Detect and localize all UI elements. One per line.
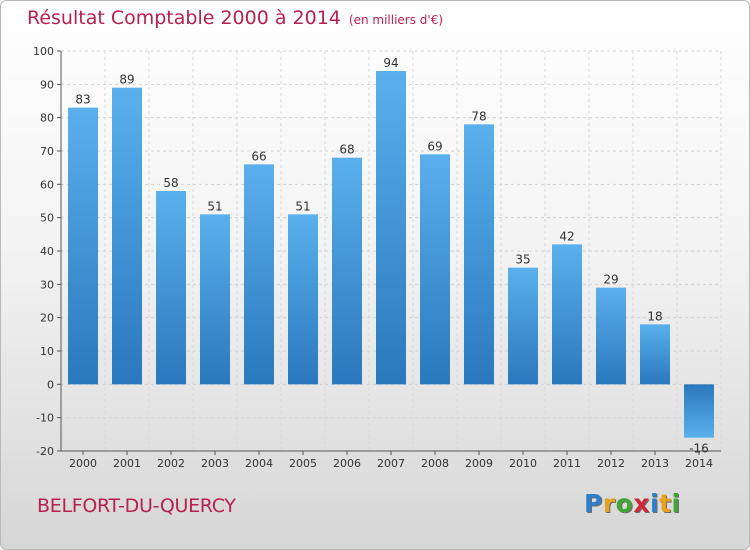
data-label: 66	[251, 149, 266, 163]
logo-letter: i	[650, 489, 660, 518]
x-tick-label: 2008	[421, 457, 449, 470]
bar	[552, 244, 582, 385]
y-tick-label: 80	[40, 112, 54, 125]
y-tick-label: 90	[40, 78, 54, 91]
data-label: 83	[75, 93, 90, 107]
y-tick-label: 20	[40, 312, 54, 325]
data-label: 35	[515, 253, 530, 267]
y-tick-label: -20	[36, 445, 54, 458]
x-tick-label: 2006	[333, 457, 361, 470]
logo-letter: o	[615, 489, 634, 518]
y-tick-label: 60	[40, 178, 54, 191]
y-tick-label: 40	[40, 245, 54, 258]
data-label: 42	[559, 229, 574, 243]
data-label: 58	[163, 176, 178, 190]
bar	[376, 71, 406, 385]
chart-title-text: Résultat Comptable 2000 à 2014	[27, 7, 341, 29]
data-label: 78	[471, 109, 486, 123]
logo-letter: P	[584, 489, 603, 518]
data-label: 94	[383, 56, 398, 70]
x-tick-label: 2002	[157, 457, 185, 470]
labels: -20 -10 0 10 20 30 40 50 60 70 80 90 100 83 2000 89 2001…	[33, 45, 713, 470]
y-tick-label: 10	[40, 345, 54, 358]
data-label: 51	[207, 199, 222, 213]
x-tick-label: 2001	[113, 457, 141, 470]
y-tick-label: 0	[47, 378, 54, 391]
bar	[288, 214, 318, 385]
x-tick-label: 2009	[465, 457, 493, 470]
x-tick-label: 2013	[641, 457, 669, 470]
y-tick-label: 100	[33, 45, 54, 58]
logo-letter: i	[671, 489, 681, 518]
x-tick-label: 2011	[553, 457, 581, 470]
bar	[596, 287, 626, 385]
x-tick-label: 2004	[245, 457, 273, 470]
x-tick-label: 2010	[509, 457, 537, 470]
logo-letter: r	[602, 489, 616, 518]
place-name: BELFORT-DU-QUERCY	[37, 495, 236, 517]
x-tick-label: 2014	[685, 457, 713, 470]
data-label: 18	[647, 309, 662, 323]
data-label: 69	[427, 139, 442, 153]
bar	[332, 157, 362, 385]
proxiti-logo[interactable]: Proxiti	[584, 489, 681, 518]
bar	[508, 267, 538, 385]
data-label: 68	[339, 143, 354, 157]
bar	[640, 324, 670, 385]
logo-letter: x	[633, 489, 650, 518]
bar	[156, 191, 186, 385]
bar	[684, 384, 714, 438]
chart-title: Résultat Comptable 2000 à 2014 (en millie…	[27, 7, 443, 29]
bar	[200, 214, 230, 385]
data-label: 29	[603, 273, 618, 287]
bar	[464, 124, 494, 385]
y-tick-label: 30	[40, 278, 54, 291]
y-tick-label: 70	[40, 145, 54, 158]
bar	[420, 154, 450, 385]
data-label: 51	[295, 199, 310, 213]
y-tick-label: -10	[36, 412, 54, 425]
x-tick-label: 2005	[289, 457, 317, 470]
data-label: 89	[119, 73, 134, 87]
axes	[57, 50, 721, 455]
bar	[68, 107, 98, 385]
data-label: -16	[689, 442, 709, 456]
y-tick-label: 50	[40, 212, 54, 225]
x-tick-label: 2012	[597, 457, 625, 470]
x-tick-label: 2003	[201, 457, 229, 470]
bars	[68, 71, 714, 438]
x-tick-label: 2007	[377, 457, 405, 470]
bar	[244, 164, 274, 385]
bar	[112, 87, 142, 385]
logo-letter: t	[659, 489, 672, 518]
x-tick-label: 2000	[69, 457, 97, 470]
chart-subtitle: (en milliers d'€)	[348, 13, 444, 27]
